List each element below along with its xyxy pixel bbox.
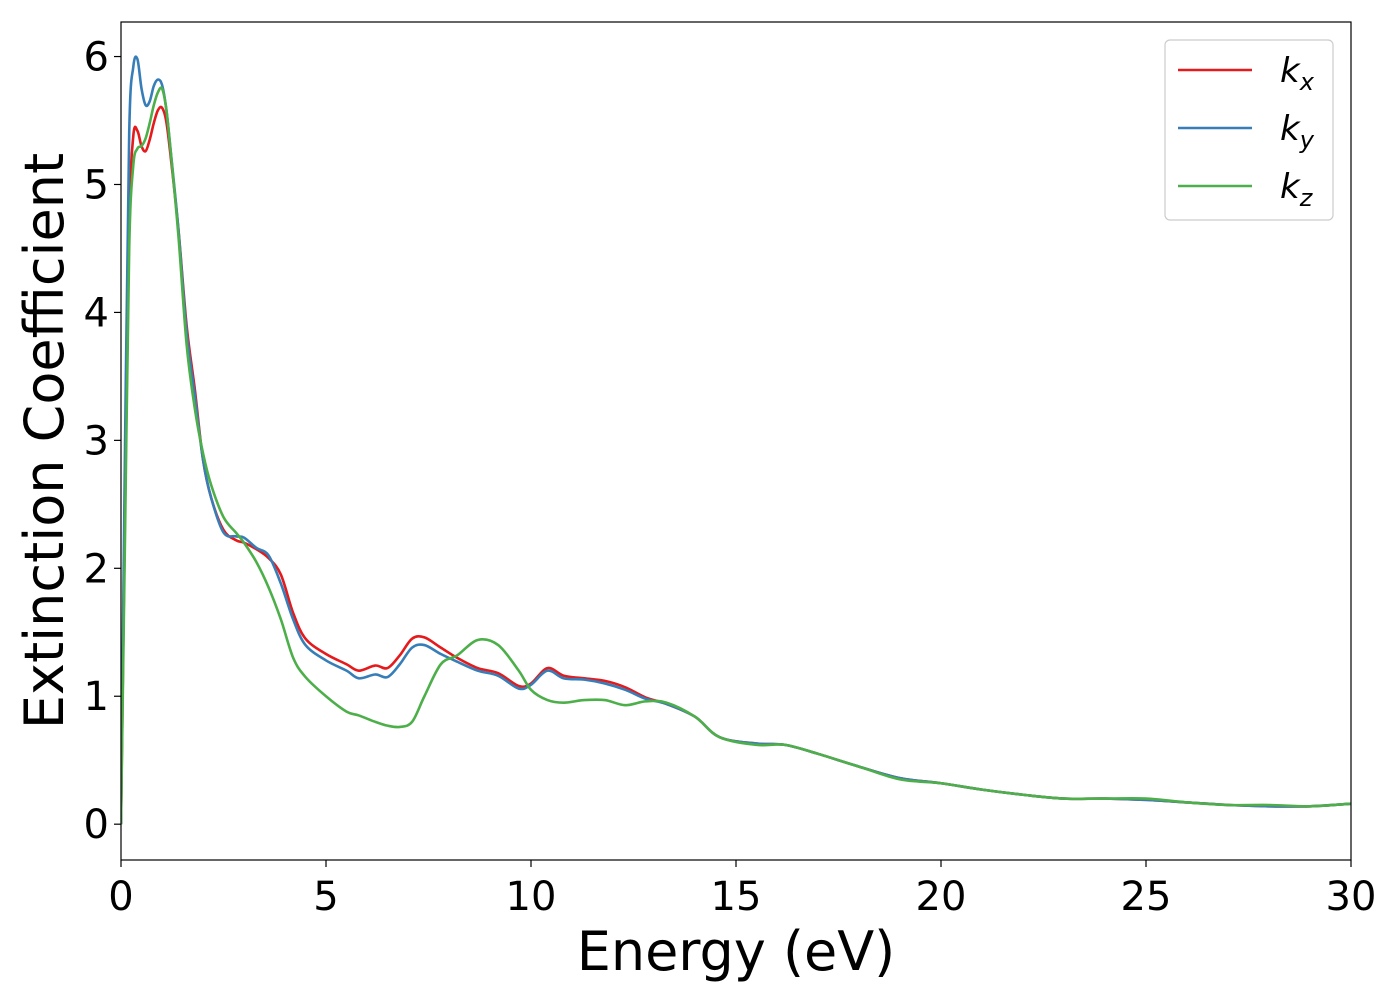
y-tick-label: 3 [84, 418, 109, 464]
y-axis-label: Extinction Coefficient [13, 153, 76, 729]
x-tick-label: 25 [1121, 874, 1172, 920]
x-axis-label: Energy (eV) [577, 920, 896, 983]
x-tick-label: 10 [506, 874, 557, 920]
legend-box [1164, 39, 1334, 221]
x-tick-label: 5 [313, 874, 338, 920]
legend: kx ky kz [1164, 39, 1334, 221]
x-tick-label: 30 [1326, 874, 1377, 920]
x-axis: 0 5 10 15 20 25 30 [108, 860, 1376, 920]
y-tick-label: 5 [84, 162, 109, 208]
legend-label-x: kx [1280, 51, 1315, 96]
series-line-z [121, 86, 1351, 825]
x-tick-label: 15 [711, 874, 762, 920]
series-layer [121, 55, 1351, 825]
y-tick-label: 0 [84, 802, 109, 848]
y-tick-label: 4 [84, 290, 109, 336]
y-tick-label: 1 [84, 674, 109, 720]
legend-label-z: kz [1280, 167, 1314, 212]
y-tick-label: 2 [84, 546, 109, 592]
y-tick-label: 6 [84, 35, 109, 81]
x-tick-label: 0 [108, 874, 133, 920]
x-tick-label: 20 [916, 874, 967, 920]
legend-label-y: ky [1280, 109, 1315, 154]
y-axis: 0 1 2 3 4 5 6 [84, 35, 121, 848]
